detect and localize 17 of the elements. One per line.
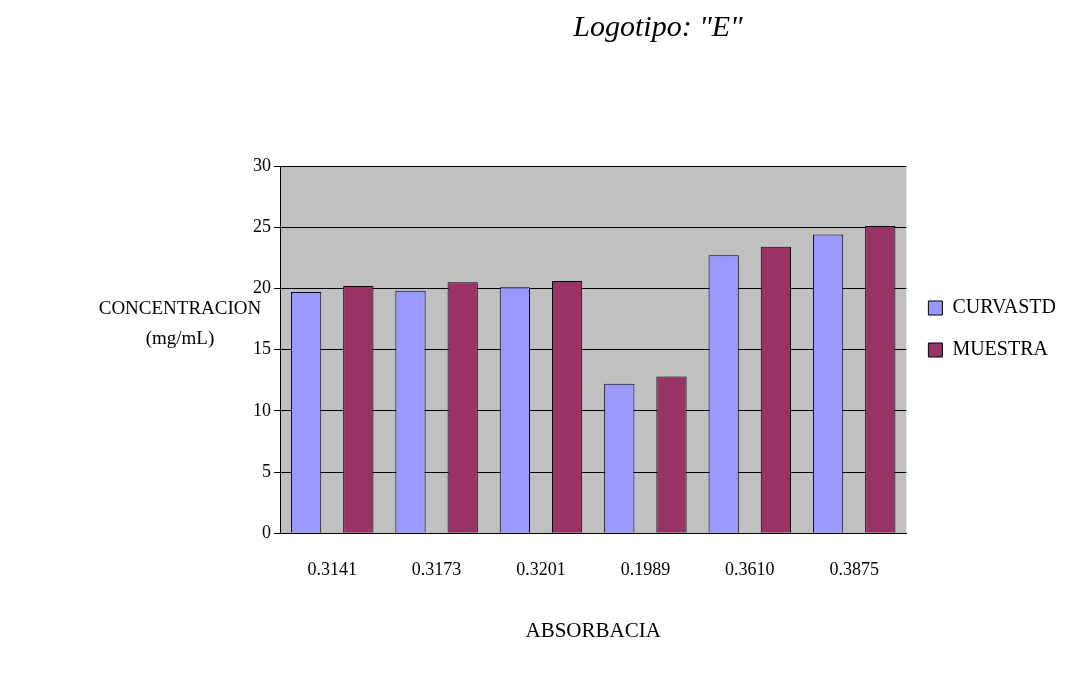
y-tick-label: 0 [262, 521, 271, 542]
y-tick-label: 25 [253, 215, 271, 236]
chart-title: Logotipo: "E" [572, 8, 744, 42]
y-tick-label: 10 [253, 399, 271, 420]
x-tick-label: 0.3201 [516, 558, 566, 579]
x-tick-label: 0.3610 [725, 558, 775, 579]
legend-label: CURVASTD [952, 295, 1057, 318]
y-tick-label: 5 [262, 460, 271, 481]
x-tick-label: 0.3173 [411, 558, 462, 579]
x-axis-title: ABSORBACIA [525, 617, 662, 642]
legend-label: MUESTRA [952, 337, 1049, 360]
y-tick-label: 30 [253, 154, 271, 175]
x-tick-label: 0.3875 [829, 558, 879, 579]
x-tick-label: 0.3141 [307, 558, 357, 579]
y-tick-label: 20 [253, 277, 271, 298]
y-tick-label: 15 [253, 338, 271, 359]
x-tick-label: 0.1989 [620, 558, 671, 579]
